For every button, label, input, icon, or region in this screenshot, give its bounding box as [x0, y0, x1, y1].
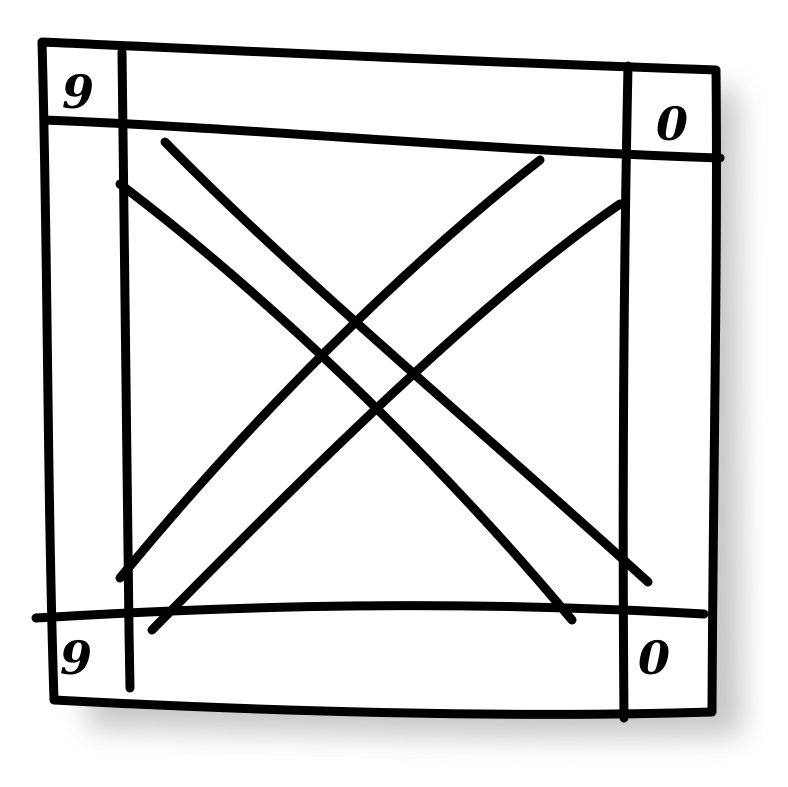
paper-body [42, 42, 718, 715]
diagonal-brace-down-a [160, 137, 653, 587]
left-plank-edge [117, 47, 135, 693]
outer-frame [37, 37, 721, 719]
corner-mark-top-left: 9 [62, 65, 94, 119]
diagonal-brace-down-b [115, 179, 577, 625]
corner-mark-bottom-left: 9 [60, 631, 92, 685]
top-plank-edge [39, 115, 725, 163]
corner-mark-top-right: 0 [656, 97, 688, 151]
right-plank-edge [618, 61, 633, 723]
diagonal-brace-up-a [115, 155, 545, 583]
diagonal-brace-up-b [147, 199, 625, 635]
corner-mark-bottom-right: 0 [638, 631, 670, 685]
